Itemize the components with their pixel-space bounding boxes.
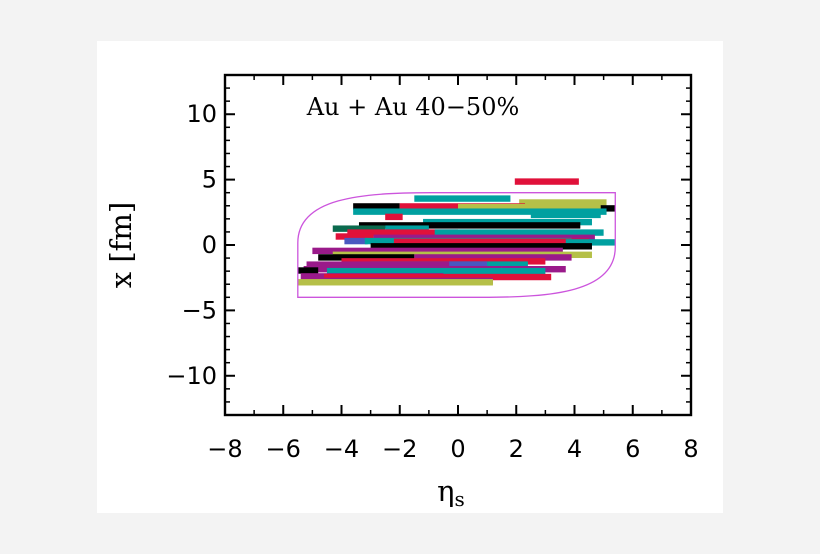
y-tick-label-0: 10 [186, 100, 217, 128]
string-bar-0 [514, 178, 579, 185]
string-bar-36 [324, 273, 552, 281]
x-tick-label-3: −2 [382, 435, 417, 463]
y-tick-label-4: −10 [166, 362, 217, 390]
string-bar-15 [434, 229, 604, 236]
string-bar-13 [385, 225, 429, 232]
chart: −8 −6 −4 −2 0 2 4 6 8 10 5 0 −5 −10 Au + Au 40−50% x … [104, 73, 699, 511]
x-tick-label-2: −4 [324, 435, 359, 463]
string-bar-1 [414, 195, 511, 202]
string-bar-12 [332, 225, 386, 232]
string-bar-29 [306, 261, 453, 268]
string-bar-3 [353, 203, 400, 210]
string-bar-16 [335, 233, 374, 240]
x-tick-label-5: 2 [509, 435, 524, 463]
y-tick-label-2: 0 [202, 231, 217, 259]
string-bar-6 [600, 205, 616, 212]
y-tick-label-3: −5 [182, 296, 217, 324]
string-bar-10 [423, 218, 592, 226]
string-bar-26 [414, 254, 572, 261]
x-axis-label: ηs [437, 474, 465, 511]
string-bar-25 [318, 254, 415, 261]
x-axis-label-main: η [437, 474, 454, 508]
y-axis-label: x [fm] [104, 202, 138, 288]
string-bar-22 [370, 243, 592, 250]
x-tick-label-8: 8 [683, 435, 698, 463]
string-bar-38 [297, 279, 493, 286]
figure-panel: −8 −6 −4 −2 0 2 4 6 8 10 5 0 −5 −10 Au + Au 40−50% x … [97, 41, 723, 513]
string-bar-17 [373, 234, 595, 242]
string-bar-14 [347, 229, 458, 236]
x-tick-label-0: −8 [207, 435, 242, 463]
x-tick-label-4: 0 [450, 435, 465, 463]
x-tick-label-7: 6 [625, 435, 640, 463]
string-bar-33 [297, 267, 319, 274]
string-bar-21 [565, 239, 616, 246]
boundary-curve [297, 192, 616, 298]
string-bar-18 [344, 237, 368, 245]
string-bar-20 [393, 238, 590, 245]
string-bar-2 [519, 199, 607, 206]
string-bar-30 [449, 261, 488, 268]
y-tick-label-1: 5 [202, 166, 217, 194]
string-bar-9 [385, 213, 403, 221]
string-bar-8 [530, 211, 601, 219]
x-axis-label-subscript: s [455, 487, 465, 511]
string-bar-23 [312, 247, 563, 255]
string-bar-11 [358, 222, 581, 229]
x-tick-label-6: 4 [567, 435, 582, 463]
string-bar-27 [341, 258, 546, 265]
string-bar-34 [326, 267, 546, 275]
chart-title: Au + Au 40−50% [306, 93, 520, 121]
string-bar-7 [353, 208, 607, 215]
strings-layer [297, 178, 616, 286]
ticks-layer: −8 −6 −4 −2 0 2 4 6 8 10 5 0 −5 −10 [166, 74, 699, 463]
x-tick-label-1: −6 [266, 435, 301, 463]
string-bar-5 [458, 203, 604, 211]
plot-frame [223, 73, 693, 417]
